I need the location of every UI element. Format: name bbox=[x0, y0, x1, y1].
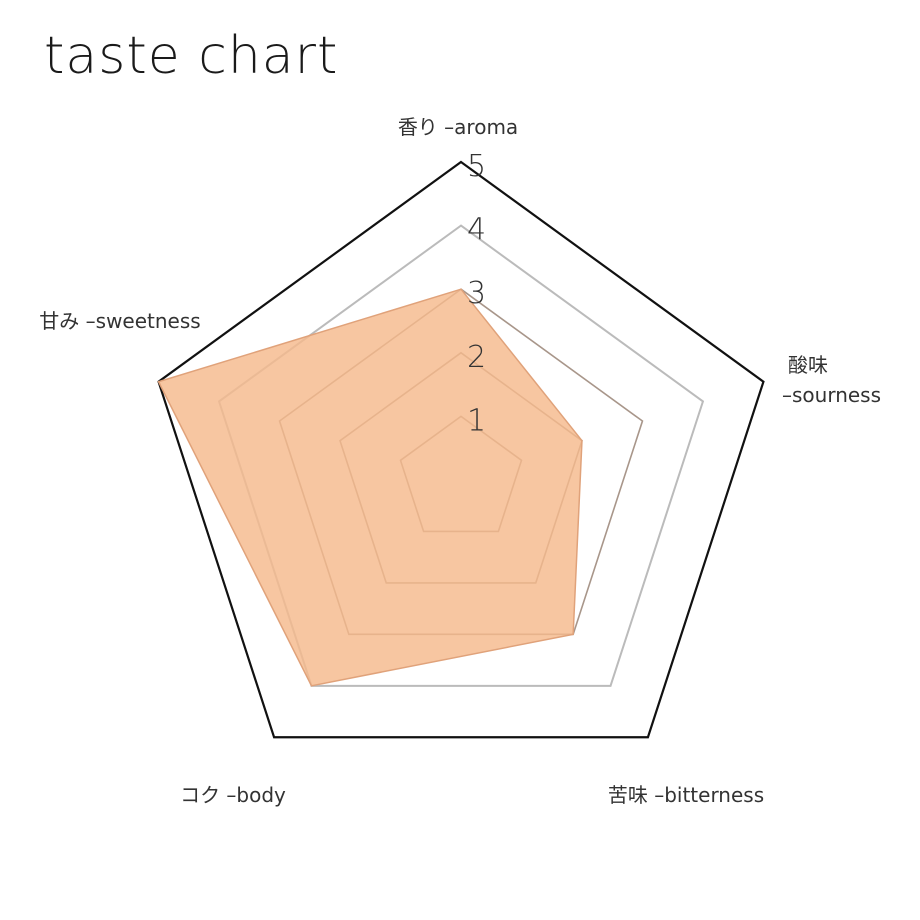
chart-title: taste chart bbox=[44, 26, 339, 86]
axis-label-5: 甘み –sweetness bbox=[39, 309, 200, 333]
axis-label-line: コク –body bbox=[180, 783, 286, 807]
axis-label-line: 苦味 –bitterness bbox=[608, 783, 764, 807]
axis-label-2: 酸味 –sourness bbox=[782, 353, 881, 407]
grid-ring-5 bbox=[157, 160, 765, 739]
tick-label-2: 2 bbox=[467, 340, 486, 375]
tick-label-1: 1 bbox=[467, 403, 486, 438]
axis-label-line: 香り –aroma bbox=[398, 115, 518, 139]
axis-label-line: 酸味 bbox=[788, 353, 828, 377]
tick-label-4: 4 bbox=[467, 213, 486, 248]
tick-label-5: 5 bbox=[467, 149, 486, 184]
tick-label-3: 3 bbox=[467, 276, 486, 311]
axis-label-3: 苦味 –bitterness bbox=[608, 783, 764, 807]
axis-label-1: 香り –aroma bbox=[398, 115, 518, 139]
axis-label-line: 甘み –sweetness bbox=[39, 309, 200, 333]
axis-label-4: コク –body bbox=[180, 783, 286, 807]
radar-axis-labels: 香り –aroma 酸味 –sourness 苦味 –bitterness コク –bo… bbox=[39, 115, 881, 807]
radar-data-area bbox=[157, 288, 583, 687]
data-polygon bbox=[157, 288, 583, 687]
radar-tick-labels: 1 2 3 4 5 bbox=[467, 149, 486, 438]
axis-label-line: –sourness bbox=[782, 383, 881, 407]
